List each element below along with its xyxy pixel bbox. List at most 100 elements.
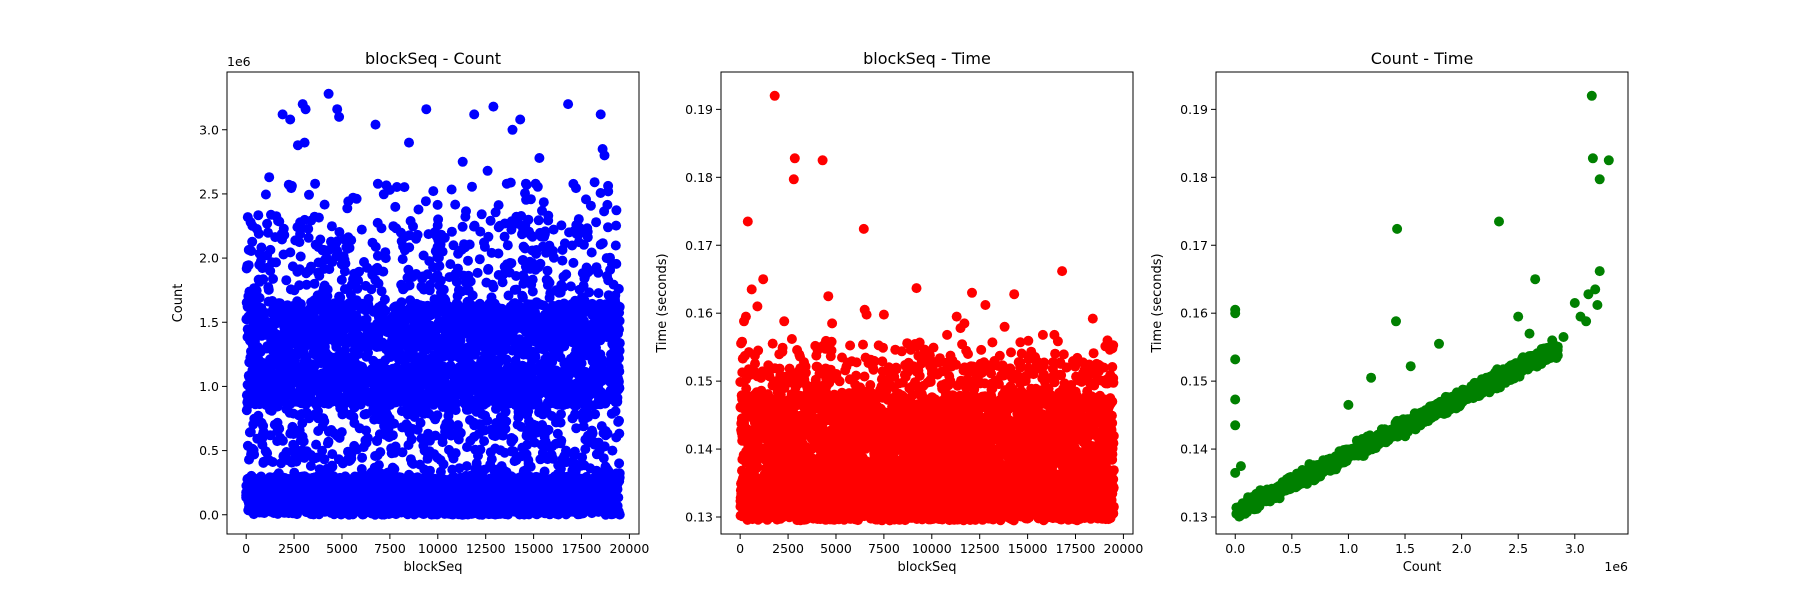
scatter-point <box>453 503 463 514</box>
scatter-point <box>309 211 320 222</box>
scatter-point <box>257 314 268 325</box>
scatter-point <box>255 481 266 492</box>
scatter-point <box>614 458 625 469</box>
scatter-point <box>611 372 622 383</box>
scatter-point <box>262 218 273 229</box>
scatter-point <box>603 222 613 233</box>
scatter-point <box>246 246 257 256</box>
scatter-point <box>586 483 597 494</box>
scatter-point <box>317 445 328 456</box>
scatter-point <box>420 494 431 505</box>
scatter-point <box>520 243 531 254</box>
scatter-point <box>539 229 550 240</box>
scatter-point <box>559 338 570 349</box>
scatter-point <box>597 322 608 333</box>
scatter-point <box>441 392 452 403</box>
scatter-point <box>476 409 487 420</box>
scatter-point <box>463 502 474 513</box>
scatter-point <box>504 487 515 498</box>
scatter-point <box>387 477 398 488</box>
scatter-point <box>525 496 536 506</box>
scatter-point <box>415 417 426 428</box>
scatter-point <box>249 305 260 316</box>
scatter-point <box>414 338 425 349</box>
scatter-point <box>418 440 429 451</box>
scatter-point <box>503 290 514 301</box>
scatter-point <box>263 284 274 295</box>
scatter-point <box>405 216 416 226</box>
scatter-point <box>311 439 322 450</box>
scatter-point <box>454 463 465 474</box>
scatter-point <box>249 336 260 347</box>
scatter-point <box>294 316 305 327</box>
scatter-point <box>353 384 364 395</box>
scatter-point <box>411 493 422 504</box>
scatter-point <box>614 476 625 487</box>
scatter-point <box>582 409 593 420</box>
scatter-point <box>251 490 262 501</box>
scatter-point <box>438 459 449 470</box>
scatter-point <box>317 368 328 379</box>
scatter-point <box>597 373 608 384</box>
scatter-point <box>372 435 383 446</box>
scatter-point <box>397 447 408 458</box>
scatter-point <box>372 178 383 189</box>
scatter-point <box>421 355 432 366</box>
scatter-point <box>498 304 508 315</box>
scatter-point <box>308 396 319 407</box>
scatter-point <box>518 255 529 265</box>
scatter-point <box>516 375 527 386</box>
scatter-point <box>287 390 298 401</box>
scatter-point <box>331 493 342 504</box>
scatter-point <box>476 209 487 220</box>
scatter-point <box>438 284 449 295</box>
scatter-point <box>487 309 498 320</box>
scatter-point <box>298 360 309 371</box>
scatter-point <box>575 389 586 400</box>
scatter-point <box>398 375 409 386</box>
scatter-point <box>270 472 280 482</box>
scatter-point <box>575 460 586 471</box>
scatter-point <box>445 421 456 431</box>
scatter-point <box>594 502 605 513</box>
scatter-point <box>594 312 605 323</box>
scatter-point <box>333 397 344 408</box>
scatter-point <box>603 466 614 477</box>
scatter-point <box>547 245 558 256</box>
scatter-point <box>243 260 254 271</box>
scatter-point <box>418 319 429 330</box>
scatter-point <box>343 232 354 243</box>
scatter-point <box>557 244 568 255</box>
scatter-point <box>379 428 389 439</box>
scatter-point <box>601 253 612 264</box>
scatter-point <box>356 464 367 474</box>
scatter-point <box>597 238 608 249</box>
scatter-point <box>244 491 255 502</box>
scatter-point <box>611 205 622 216</box>
scatter-point <box>570 488 581 499</box>
scatter-point <box>323 436 334 447</box>
scatter-point <box>565 281 576 292</box>
scatter-point <box>446 226 457 237</box>
scatter-point <box>271 257 281 268</box>
scatter-point <box>390 201 401 212</box>
scatter-point <box>264 482 275 493</box>
scatter-point <box>391 334 401 345</box>
scatter-point <box>465 359 476 369</box>
scatter-point <box>290 235 301 246</box>
scatter-point <box>463 255 473 266</box>
scatter-point <box>558 396 569 407</box>
scatter-point <box>334 227 345 237</box>
scatter-point <box>361 351 372 362</box>
scatter-point <box>399 182 410 193</box>
scatter-point <box>556 435 567 446</box>
scatter-point <box>521 449 532 460</box>
scatter-point <box>497 277 508 288</box>
scatter-point <box>291 456 302 467</box>
scatter-point <box>612 500 623 511</box>
scatter-point <box>396 297 407 308</box>
scatter-point <box>314 464 325 475</box>
scatter-point <box>486 292 497 303</box>
scatter-point <box>542 454 553 465</box>
